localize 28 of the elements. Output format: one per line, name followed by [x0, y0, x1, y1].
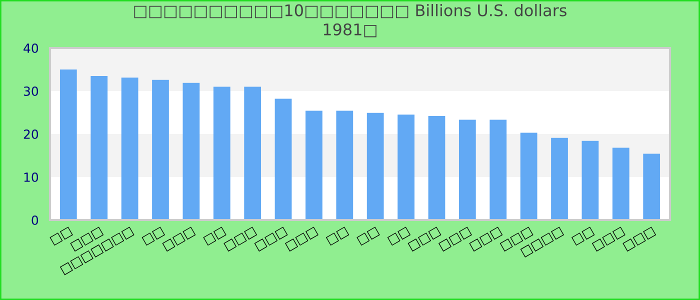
bar [582, 140, 599, 220]
bar [306, 110, 322, 220]
bar [520, 132, 538, 220]
bar [336, 110, 354, 220]
y-tick-label: 30 [24, 86, 38, 96]
bar [60, 70, 77, 220]
chart-title: □□□□□□□□□□10□□□□□□□ Billions U.S. dollars 1981□ [134, 4, 566, 38]
bar [152, 80, 169, 220]
bar [398, 114, 414, 220]
bar [458, 120, 476, 220]
bar [121, 78, 138, 220]
x-tick-label: □□ [356, 226, 380, 246]
bar [490, 120, 507, 220]
y-tick-label: 20 [24, 129, 38, 139]
bar [643, 154, 660, 220]
y-tick-label: 10 [24, 172, 38, 182]
bar [213, 86, 230, 220]
bar [274, 98, 292, 220]
y-tick-label: 40 [24, 43, 38, 53]
y-tick-label: 0 [32, 215, 38, 225]
bar [90, 76, 108, 220]
bar [366, 112, 384, 220]
bar [182, 82, 200, 220]
x-tick-label: □□ [326, 226, 350, 246]
bar [244, 86, 262, 220]
bar [551, 138, 568, 220]
bar [428, 116, 446, 220]
bar [612, 148, 630, 220]
